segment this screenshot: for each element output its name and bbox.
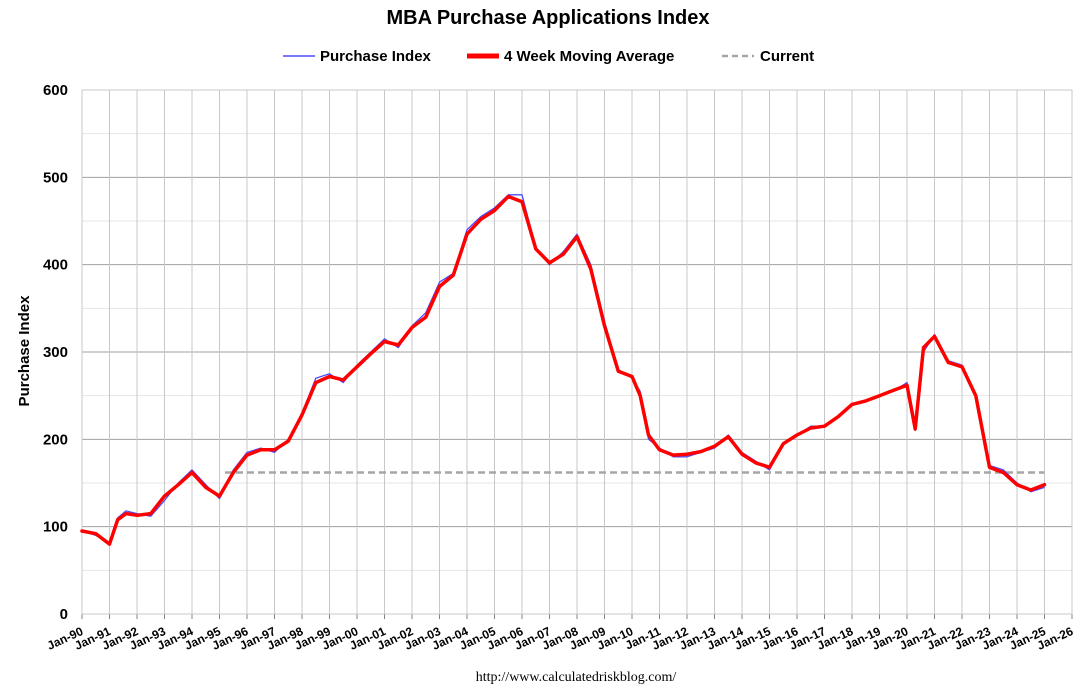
y-tick-label: 300 <box>43 344 68 361</box>
y-tick-label: 400 <box>43 257 68 274</box>
legend-label-moving-average: 4 Week Moving Average <box>504 48 674 65</box>
series-purchase-index-line <box>81 194 1045 544</box>
y-tick-label: 0 <box>60 606 68 623</box>
legend-label-current: Current <box>760 48 814 65</box>
y-tick-label: 200 <box>43 431 68 448</box>
legend: Purchase Index 4 Week Moving Average Cur… <box>283 48 814 65</box>
plot-border <box>81 89 1073 615</box>
legend-label-purchase-index: Purchase Index <box>320 48 432 65</box>
chart-title: MBA Purchase Applications Index <box>386 7 709 29</box>
y-tick-label: 500 <box>43 169 68 186</box>
y-tick-label: 100 <box>43 519 68 536</box>
source-url: http://www.calculatedriskblog.com/ <box>476 670 677 685</box>
y-tick-label: 600 <box>43 82 68 99</box>
series-moving-average-line <box>80 194 1047 546</box>
y-axis-label: Purchase Index <box>16 295 33 407</box>
plot-area: 0100200300400500600Jan-90Jan-91Jan-92Jan… <box>43 82 1076 653</box>
